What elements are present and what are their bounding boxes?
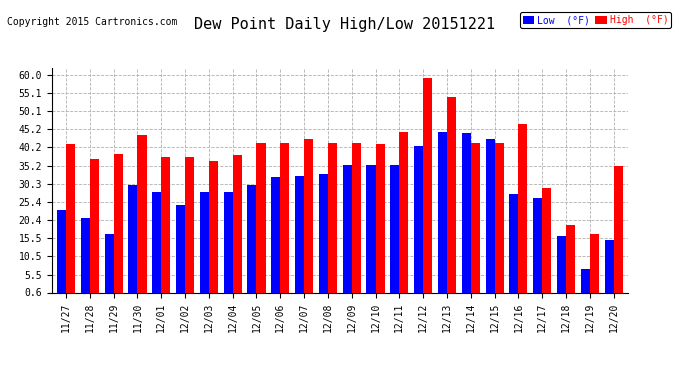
- Bar: [224, 192, 233, 295]
- Bar: [161, 157, 170, 295]
- Bar: [105, 234, 114, 295]
- Bar: [81, 218, 90, 295]
- Bar: [375, 144, 384, 295]
- Bar: [604, 240, 613, 295]
- Bar: [280, 142, 289, 295]
- Bar: [462, 134, 471, 295]
- Bar: [581, 269, 590, 295]
- Bar: [366, 165, 375, 295]
- Bar: [114, 154, 123, 295]
- Text: Copyright 2015 Cartronics.com: Copyright 2015 Cartronics.com: [7, 17, 177, 27]
- Bar: [613, 166, 622, 295]
- Text: Dew Point Daily High/Low 20151221: Dew Point Daily High/Low 20151221: [195, 17, 495, 32]
- Bar: [542, 188, 551, 295]
- Bar: [566, 225, 575, 295]
- Bar: [200, 192, 209, 295]
- Legend: Low  (°F), High  (°F): Low (°F), High (°F): [520, 12, 671, 28]
- Bar: [248, 185, 257, 295]
- Bar: [209, 161, 218, 295]
- Bar: [176, 205, 185, 295]
- Bar: [391, 165, 400, 295]
- Bar: [57, 210, 66, 295]
- Bar: [271, 177, 280, 295]
- Bar: [66, 144, 75, 295]
- Bar: [447, 97, 456, 295]
- Bar: [414, 146, 423, 295]
- Bar: [533, 198, 542, 295]
- Bar: [557, 236, 566, 295]
- Bar: [257, 142, 266, 295]
- Bar: [90, 159, 99, 295]
- Bar: [185, 157, 194, 295]
- Bar: [486, 139, 495, 295]
- Bar: [304, 139, 313, 295]
- Bar: [137, 135, 146, 295]
- Bar: [518, 124, 527, 295]
- Bar: [352, 142, 361, 295]
- Bar: [471, 142, 480, 295]
- Bar: [128, 185, 137, 295]
- Bar: [152, 192, 161, 295]
- Bar: [509, 194, 518, 295]
- Bar: [319, 174, 328, 295]
- Bar: [590, 234, 599, 295]
- Bar: [295, 176, 304, 295]
- Bar: [233, 156, 241, 295]
- Bar: [328, 142, 337, 295]
- Bar: [423, 78, 432, 295]
- Bar: [400, 132, 408, 295]
- Bar: [495, 142, 504, 295]
- Bar: [343, 165, 352, 295]
- Bar: [438, 132, 447, 295]
